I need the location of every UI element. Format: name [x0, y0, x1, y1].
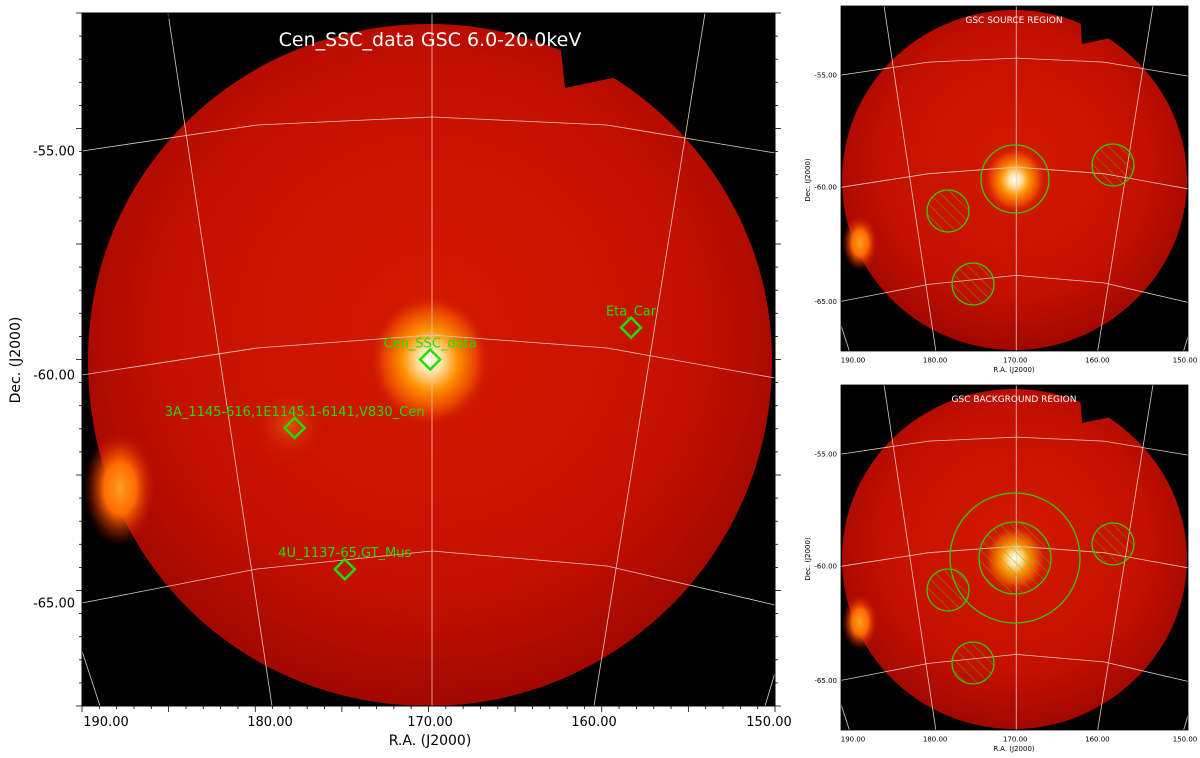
background-annulus-outer: [949, 492, 1081, 624]
ra-tick-label: 160.00: [571, 715, 617, 730]
dec-tick-label: -60.00: [33, 369, 75, 384]
source-edge-glow: [842, 215, 878, 271]
source-panel-title: GSC SOURCE REGION: [965, 16, 1062, 26]
dec-tick-label: -65.00: [33, 597, 75, 612]
ra-grid-line: [1183, 336, 1188, 351]
background-field-cutout: [1080, 385, 1160, 423]
dec-tick-label: -65.00: [814, 298, 837, 306]
ra-grid-line: [593, 13, 706, 706]
excluded-region-circle: [1091, 522, 1135, 566]
main-field-cutout: [560, 30, 700, 88]
main-faint-source-glow: [250, 385, 330, 465]
ra-grid-line: [167, 13, 273, 706]
source-ylabel: Dec. (J2000): [804, 158, 812, 202]
source-marker: [619, 315, 643, 340]
main-xlabel: R.A. (J2000): [389, 733, 472, 749]
source-region-panel: GSC SOURCE REGION R.A. (J2000) Dec. (J20…: [804, 5, 1197, 374]
source-label: Eta_Car: [606, 305, 657, 320]
ra-tick-label: 180.00: [247, 715, 293, 730]
background-region-panel: GSC BACKGROUND REGION R.A. (J2000) Dec. …: [804, 384, 1197, 753]
source-label: 4U_1137-65,GT_Mus: [278, 546, 411, 561]
source-ra-tick-labels: 190.00 180.00 170.00 160.00 150.00: [841, 357, 1197, 365]
source-marker: [333, 557, 357, 581]
ra-tick-label: 150.00: [746, 715, 792, 730]
ra-tick-label: 190.00: [841, 736, 866, 744]
main-dec-tick-labels: -55.00 -60.00 -65.00: [33, 145, 75, 612]
source-frame: [840, 5, 1189, 352]
main-source-markers: Cen_SSC_data Eta_Car 3A_1145-616,1E1145.1-…: [165, 305, 657, 581]
excluded-region-circle: [1091, 143, 1135, 187]
background-xlabel: R.A. (J2000): [993, 745, 1035, 753]
ra-tick-label: 180.00: [923, 736, 948, 744]
source-dec-tick-labels: -55.00 -60.00 -65.00: [814, 72, 837, 306]
background-frame: [840, 384, 1189, 731]
source-xlabel: R.A. (J2000): [993, 366, 1035, 374]
ra-grid-line: [841, 704, 850, 730]
ra-tick-label: 160.00: [1085, 357, 1110, 365]
main-grid: [82, 13, 775, 706]
ra-tick-label: 160.00: [1085, 736, 1110, 744]
background-dec-tick-labels: -55.00 -60.00 -65.00: [814, 451, 837, 685]
main-ra-tick-labels: 190.00 180.00 170.00 160.00 150.00: [83, 715, 792, 730]
ra-grid-line: [764, 672, 775, 706]
ra-grid-line: [883, 6, 937, 351]
dec-tick-label: -55.00: [814, 72, 837, 80]
ra-grid-line: [1183, 715, 1188, 730]
source-region-circle: [980, 144, 1050, 214]
main-edge-source-glow: [84, 430, 156, 546]
dec-tick-label: -60.00: [814, 563, 837, 571]
background-panel-title: GSC BACKGROUND REGION: [952, 395, 1077, 405]
main-bright-source-glow: [368, 292, 492, 428]
dec-tick-label: -60.00: [814, 184, 837, 192]
dec-tick-label: -55.00: [33, 145, 75, 160]
background-ylabel: Dec. (J2000): [804, 537, 812, 581]
dec-tick-label: -55.00: [814, 451, 837, 459]
main-title: Cen_SSC_data GSC 6.0-20.0keV: [279, 29, 582, 51]
ra-tick-label: 170.00: [1003, 357, 1028, 365]
ra-tick-label: 180.00: [923, 357, 948, 365]
main-ticks: [76, 12, 781, 712]
ra-grid-line: [883, 385, 937, 730]
excluded-region-circle: [951, 641, 995, 685]
ra-grid-line: [841, 325, 850, 351]
ra-tick-label: 170.00: [407, 715, 453, 730]
excluded-region-circle: [926, 568, 970, 612]
background-annulus-inner: [978, 521, 1052, 595]
excluded-region-circle: [926, 189, 970, 233]
ra-tick-label: 150.00: [1173, 357, 1198, 365]
ra-tick-label: 170.00: [1003, 736, 1028, 744]
ra-grid-line: [82, 650, 101, 706]
source-label: Cen_SSC_data: [384, 337, 477, 352]
ra-tick-label: 190.00: [83, 715, 129, 730]
main-ylabel: Dec. (J2000): [8, 317, 24, 404]
source-label: 3A_1145-616,1E1145.1-6141,V830_Cen: [165, 405, 425, 420]
source-bright-glow: [983, 146, 1047, 214]
excluded-region-circle: [951, 262, 995, 306]
dec-tick-label: -65.00: [814, 677, 837, 685]
ra-tick-label: 150.00: [1173, 736, 1198, 744]
background-edge-glow: [842, 594, 878, 650]
source-marker: [282, 416, 307, 440]
background-ra-tick-labels: 190.00 180.00 170.00 160.00 150.00: [841, 736, 1197, 744]
source-field-cutout: [1080, 6, 1160, 44]
source-marker: [418, 347, 442, 372]
main-panel: Cen_SSC_data Eta_Car 3A_1145-616,1E1145.1-…: [8, 12, 792, 749]
ra-tick-label: 190.00: [841, 357, 866, 365]
